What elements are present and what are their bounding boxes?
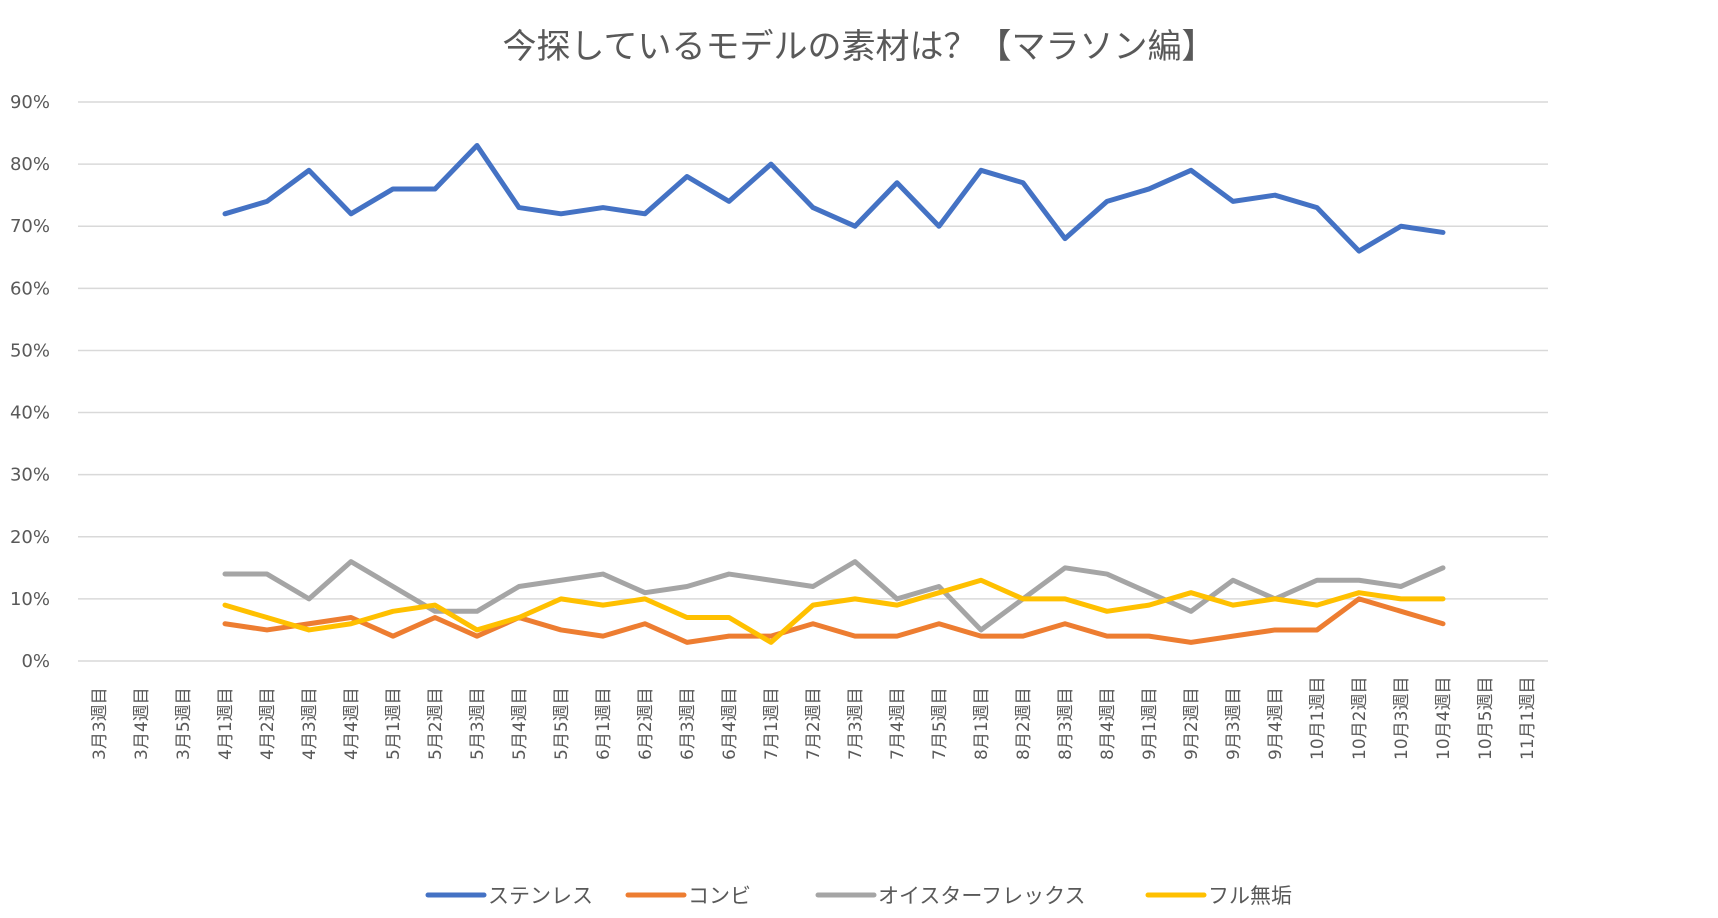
x-tick-label: 9月2週目: [1182, 687, 1202, 760]
x-tick-label: 7月2週目: [804, 687, 824, 760]
series-line: [222, 577, 1446, 645]
x-tick-label: 6月4週目: [720, 687, 740, 760]
y-tick-label: 30%: [10, 465, 50, 486]
x-tick-label: 6月3週目: [678, 687, 698, 760]
x-tick-label: 4月3週目: [300, 687, 320, 760]
y-tick-label: 80%: [10, 154, 50, 175]
x-tick-label: 3月5週目: [174, 687, 194, 760]
legend-label: オイスターフレックス: [878, 884, 1085, 908]
x-tick-label: 10月1週目: [1308, 677, 1328, 760]
x-tick-label: 4月1週目: [216, 687, 236, 760]
y-tick-label: 50%: [10, 340, 50, 361]
x-tick-label: 4月2週目: [258, 687, 278, 760]
series-3: [222, 577, 1446, 645]
x-tick-label: 5月3週目: [468, 687, 488, 760]
legend-item: フル無垢: [1145, 884, 1292, 908]
x-tick-label: 7月1週目: [762, 687, 782, 760]
y-axis: 0% 10% 20% 30% 40% 50% 60% 70% 80% 90%: [10, 92, 50, 672]
x-tick-label: 3月4週目: [132, 687, 152, 760]
series-line: [222, 142, 1446, 254]
y-tick-label: 20%: [10, 527, 50, 548]
series-1: [222, 596, 1446, 645]
series-lines: [222, 142, 1446, 645]
chart-title: 今探しているモデルの素材は？【マラソン編】: [503, 27, 1216, 67]
x-tick-label: 7月5週目: [930, 687, 950, 760]
x-tick-label: 5月5週目: [552, 687, 572, 760]
y-tick-label: 40%: [10, 403, 50, 424]
legend-item: ステンレス: [425, 884, 593, 908]
x-tick-label: 5月2週目: [426, 687, 446, 760]
x-tick-label: 9月3週目: [1224, 687, 1244, 760]
x-axis: 3月3週目 3月4週目 3月5週目 4月1週目 4月2週目 4月3週目 4月4週目 5月1週目…: [90, 677, 1538, 760]
series-line: [222, 559, 1446, 633]
x-tick-label: 8月3週目: [1056, 687, 1076, 760]
x-tick-label: 5月1週目: [384, 687, 404, 760]
x-tick-label: 10月5週目: [1476, 677, 1496, 760]
x-tick-label: 4月4週目: [342, 687, 362, 760]
y-tick-label: 70%: [10, 216, 50, 237]
x-tick-label: 8月4週目: [1098, 687, 1118, 760]
series-line: [222, 596, 1446, 645]
series-0: [222, 142, 1446, 254]
legend: ステンレス コンビ オイスターフレックス フル無垢: [425, 884, 1292, 908]
gridlines: [78, 101, 1548, 662]
x-tick-label: 10月3週目: [1392, 677, 1412, 760]
legend-label: フル無垢: [1208, 884, 1292, 908]
legend-item: オイスターフレックス: [815, 884, 1085, 908]
legend-label: コンビ: [688, 884, 751, 908]
series-2: [222, 559, 1446, 633]
x-tick-label: 11月1週目: [1518, 677, 1538, 760]
x-tick-label: 10月4週目: [1434, 677, 1454, 760]
x-tick-label: 6月2週目: [636, 687, 656, 760]
legend-item: コンビ: [625, 884, 751, 908]
y-tick-label: 0%: [21, 651, 50, 672]
x-tick-label: 3月3週目: [90, 687, 110, 760]
x-tick-label: 7月4週目: [888, 687, 908, 760]
y-tick-label: 10%: [10, 589, 50, 610]
x-tick-label: 8月2週目: [1014, 687, 1034, 760]
x-tick-label: 9月4週目: [1266, 687, 1286, 760]
x-tick-label: 6月1週目: [594, 687, 614, 760]
y-tick-label: 90%: [10, 92, 50, 113]
x-tick-label: 9月1週目: [1140, 687, 1160, 760]
legend-label: ステンレス: [488, 884, 593, 908]
x-tick-label: 10月2週目: [1350, 677, 1370, 760]
x-tick-label: 8月1週目: [972, 687, 992, 760]
x-tick-label: 7月3週目: [846, 687, 866, 760]
y-tick-label: 60%: [10, 278, 50, 299]
x-tick-label: 5月4週目: [510, 687, 530, 760]
